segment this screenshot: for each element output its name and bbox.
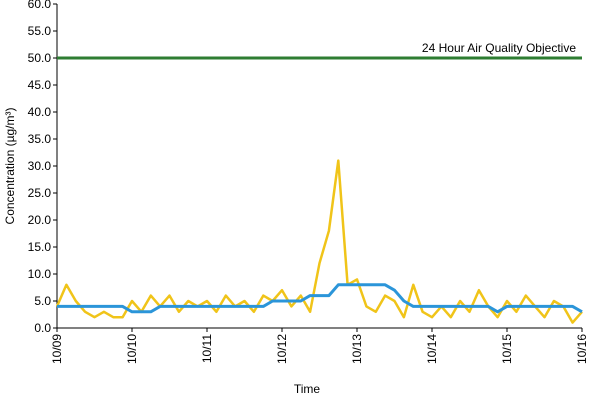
y-tick-label: 40.0 <box>28 105 52 119</box>
series-line <box>57 283 583 314</box>
x-tick-label: 10/12 <box>275 334 289 364</box>
y-tick-label: 0.0 <box>34 321 51 335</box>
y-tick-label: 45.0 <box>28 78 52 92</box>
y-tick-label: 15.0 <box>28 240 52 254</box>
x-tick-label: 10/14 <box>425 334 439 364</box>
x-tick-label: 10/09 <box>50 334 64 364</box>
x-tick-label: 10/15 <box>500 334 514 364</box>
y-tick-label: 35.0 <box>28 132 52 146</box>
y-axis-title: Concentration (µg/m³) <box>3 108 17 225</box>
x-tick-label: 10/13 <box>350 334 364 364</box>
y-tick-label: 50.0 <box>28 51 52 65</box>
x-tick-label: 10/11 <box>200 334 214 363</box>
y-tick-label: 5.0 <box>34 294 51 308</box>
series-line <box>55 159 583 324</box>
x-tick-label: 10/16 <box>575 334 589 364</box>
y-tick-label: 30.0 <box>28 159 52 173</box>
y-tick-label: 60.0 <box>28 0 52 11</box>
y-tick-label: 20.0 <box>28 213 52 227</box>
x-axis-title: Time <box>294 382 321 396</box>
y-tick-label: 25.0 <box>28 186 52 200</box>
annotation: 24 Hour Air Quality Objective <box>422 41 576 55</box>
y-tick-label: 10.0 <box>28 267 52 281</box>
x-tick-label: 10/10 <box>125 334 139 364</box>
y-tick-label: 55.0 <box>28 24 52 38</box>
